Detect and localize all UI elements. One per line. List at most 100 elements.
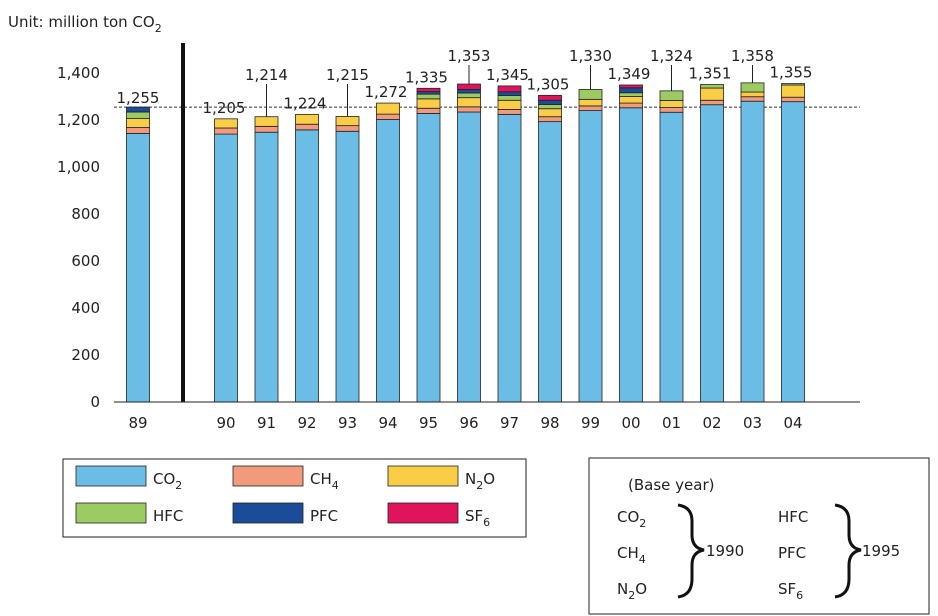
bar-segment-ch4 — [781, 96, 805, 103]
bar-total-label: 1,272 — [365, 83, 408, 101]
bar-segment-ch4 — [295, 123, 319, 131]
bar-segment-n2o — [214, 118, 238, 129]
bar-segment-co2 — [538, 121, 562, 403]
bar-segment-hfc — [578, 89, 603, 100]
base-year-box: (Base year) CO2 CH4 N2O HFC PFC SF6 1990 1995 — [588, 457, 930, 615]
base-gas-label: CO2 — [617, 508, 646, 530]
bar-total-label: 1,305 — [527, 75, 570, 93]
x-tick-label: 90 — [216, 414, 235, 432]
bar-segment-n2o — [700, 87, 724, 101]
bar-total-label: 1,351 — [689, 65, 732, 83]
bar-segment-n2o — [538, 108, 562, 118]
legend-swatch-co2 — [75, 465, 147, 487]
legend: CO2 CH4 N2O HFC PFC SF6 — [62, 458, 527, 538]
bar-segment-n2o — [335, 116, 360, 127]
bar-segment-n2o — [497, 99, 522, 110]
bar-segment-co2 — [781, 101, 805, 403]
bar-segment-pfc — [457, 89, 481, 94]
bar-segment-co2 — [740, 100, 765, 403]
bar-total-label: 1,255 — [117, 89, 160, 107]
svg-text:Unit: million ton CO2: Unit: million ton CO2 — [8, 13, 162, 35]
bar-segment-ch4 — [740, 96, 765, 102]
legend-label-pfc: PFC — [310, 507, 338, 525]
bar-segment-co2 — [619, 107, 643, 403]
x-tick-label: 04 — [783, 414, 802, 432]
bar-segment-n2o — [376, 102, 400, 115]
bar-segment-hfc — [126, 111, 150, 119]
bar-segment-ch4 — [376, 113, 400, 120]
bar-segment-hfc — [457, 92, 481, 99]
bar-segment-n2o — [126, 118, 150, 128]
bar-segment-pfc — [497, 91, 522, 96]
bar-segment-pfc — [126, 106, 150, 113]
bar-segment-pfc — [619, 87, 643, 94]
bar-segment-co2 — [416, 113, 441, 403]
bar-segment-n2o — [740, 91, 765, 98]
unit-label-text: Unit: million ton CO — [8, 13, 155, 31]
y-tick-label: 800 — [71, 205, 100, 223]
legend-swatch-n2o — [387, 465, 459, 487]
x-tick-label: 89 — [128, 414, 147, 432]
bar-segment-ch4 — [416, 107, 441, 114]
legend-label-sf6: SF6 — [465, 507, 490, 529]
brace-1990 — [677, 503, 705, 599]
bar-segment-n2o — [416, 98, 441, 109]
bar-segment-hfc — [416, 93, 441, 100]
bar-total-label: 1,215 — [326, 66, 369, 84]
y-tick-label: 0 — [90, 393, 100, 411]
y-tick-label: 1,200 — [57, 111, 100, 129]
total-labels: 1,255 1,205 1,214 1,224 1,2151,2721,3351,353… — [117, 47, 813, 117]
x-tick-label: 94 — [378, 414, 397, 432]
legend-swatch-pfc — [232, 502, 304, 524]
x-tick-label: 03 — [743, 414, 762, 432]
bar-segment-sf6 — [416, 87, 441, 92]
bar-segment-ch4 — [578, 105, 603, 112]
base-year-1990: 1990 — [706, 542, 744, 560]
legend-swatch-ch4 — [232, 465, 304, 487]
bar-segment-sf6 — [619, 84, 643, 89]
bar-total-label: 1,324 — [650, 47, 693, 65]
bar-segment-hfc — [659, 90, 684, 101]
bar-total-label: 1,330 — [569, 47, 612, 65]
bar-segment-ch4 — [497, 109, 522, 115]
base-gas-label: PFC — [778, 544, 806, 562]
unit-label: Unit: million ton CO2 — [8, 13, 162, 35]
bar-segment-co2 — [497, 113, 522, 403]
bar-segment-hfc — [700, 84, 724, 89]
bar-segment-sf6 — [497, 85, 522, 93]
bar-total-label: 1,205 — [203, 99, 246, 117]
y-tick-label: 600 — [71, 252, 100, 270]
bar-segment-co2 — [295, 129, 319, 403]
base-year-frame — [588, 457, 930, 615]
bar-segment-ch4 — [538, 116, 562, 123]
bar-segment-co2 — [214, 133, 238, 403]
bar-segment-co2 — [376, 119, 400, 403]
bar-segment-ch4 — [335, 125, 360, 132]
bar-total-label: 1,214 — [245, 66, 288, 84]
bar-segment-co2 — [457, 111, 481, 403]
bar-total-label: 1,353 — [448, 47, 491, 65]
bar-segment-sf6 — [538, 94, 562, 101]
bar-segment-n2o — [457, 97, 481, 108]
x-tick-label: 93 — [338, 414, 357, 432]
base-gas-label: SF6 — [778, 580, 803, 602]
base-year-title: (Base year) — [628, 476, 714, 494]
y-axis: 0 200 400 600 800 1,000 1,200 1,400 — [57, 64, 100, 411]
bar-segment-hfc — [740, 82, 765, 93]
x-tick-label: 97 — [500, 414, 519, 432]
base-gas-label: CH4 — [617, 544, 646, 566]
unit-label-sub: 2 — [155, 22, 162, 35]
bar-segment-ch4 — [700, 99, 724, 106]
x-tick-label: 01 — [662, 414, 681, 432]
bar-segment-co2 — [335, 130, 360, 403]
x-tick-label: 99 — [581, 414, 600, 432]
x-axis: 89 90 91 92 93 94 95 96 97 98 99 00 01 02 03 04 — [114, 401, 860, 432]
bars — [126, 43, 805, 403]
bar-segment-n2o — [254, 116, 279, 127]
bar-segment-ch4 — [214, 127, 238, 135]
bar-segment-n2o — [295, 113, 319, 125]
legend-label-ch4: CH4 — [310, 470, 339, 492]
x-tick-label: 02 — [702, 414, 721, 432]
bar-segment-ch4 — [619, 102, 643, 109]
